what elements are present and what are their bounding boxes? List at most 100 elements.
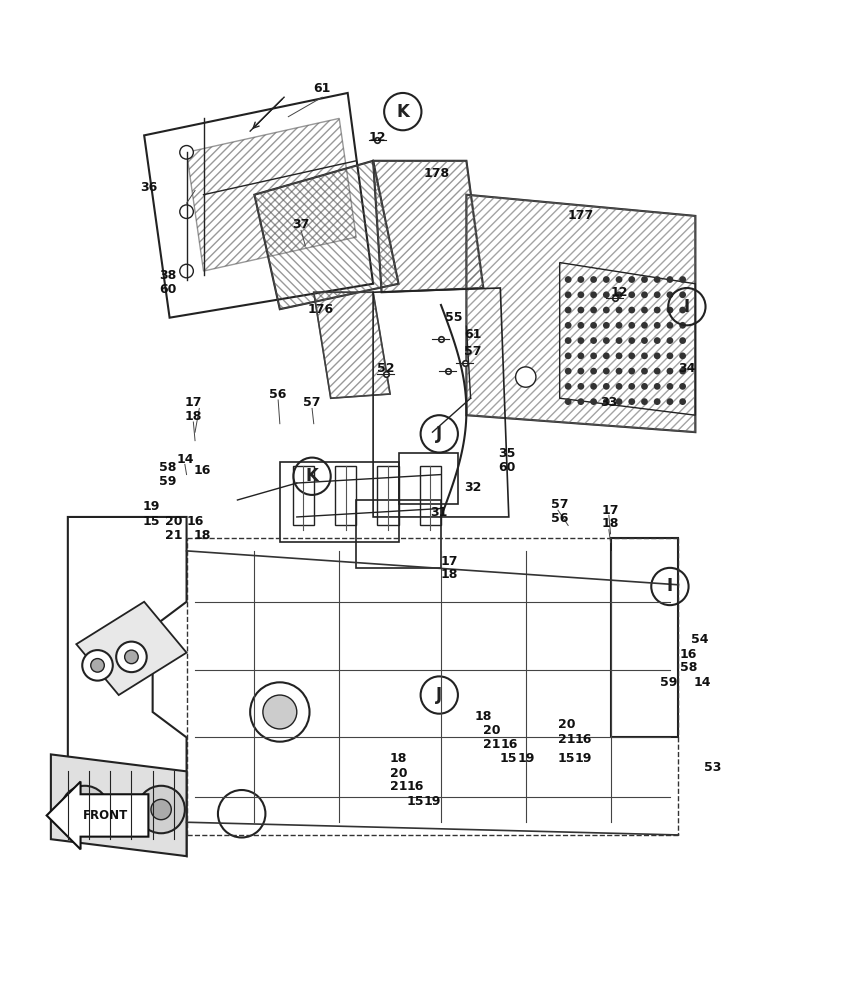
- Circle shape: [590, 322, 597, 329]
- Circle shape: [616, 291, 622, 298]
- Text: 12: 12: [369, 131, 386, 144]
- Circle shape: [603, 322, 610, 329]
- Text: 20: 20: [558, 718, 575, 731]
- Text: 15: 15: [407, 795, 424, 808]
- Circle shape: [516, 367, 536, 387]
- Circle shape: [577, 322, 584, 329]
- Circle shape: [616, 352, 622, 359]
- Circle shape: [641, 307, 648, 313]
- Circle shape: [603, 337, 610, 344]
- Circle shape: [603, 383, 610, 390]
- Circle shape: [590, 307, 597, 313]
- Text: 21: 21: [483, 738, 500, 751]
- Text: 32: 32: [465, 481, 482, 494]
- Circle shape: [577, 276, 584, 283]
- Circle shape: [667, 383, 673, 390]
- Text: J: J: [436, 686, 443, 704]
- Circle shape: [590, 368, 597, 374]
- Text: 15: 15: [500, 752, 517, 765]
- Circle shape: [603, 307, 610, 313]
- Circle shape: [218, 790, 265, 838]
- Circle shape: [91, 659, 104, 672]
- Circle shape: [565, 368, 572, 374]
- Text: 54: 54: [691, 633, 708, 646]
- Text: 21: 21: [558, 733, 575, 746]
- Circle shape: [628, 398, 635, 405]
- Circle shape: [116, 642, 147, 672]
- Text: 58: 58: [680, 661, 697, 674]
- Text: 14: 14: [176, 453, 193, 466]
- Bar: [377, 466, 399, 525]
- Text: 16: 16: [500, 738, 517, 751]
- Text: I: I: [683, 298, 690, 316]
- Text: 21: 21: [165, 529, 182, 542]
- Text: 36: 36: [140, 181, 157, 194]
- Text: 52: 52: [377, 362, 394, 375]
- Text: K: K: [396, 103, 410, 121]
- Circle shape: [603, 368, 610, 374]
- Circle shape: [125, 650, 138, 664]
- Circle shape: [679, 337, 686, 344]
- Text: 56: 56: [551, 512, 568, 525]
- Bar: [293, 466, 314, 525]
- Text: 17: 17: [185, 396, 202, 409]
- Text: 19: 19: [575, 752, 592, 765]
- Circle shape: [654, 368, 661, 374]
- Circle shape: [616, 368, 622, 374]
- Text: 37: 37: [293, 218, 310, 231]
- Text: 53: 53: [704, 761, 721, 774]
- Circle shape: [565, 352, 572, 359]
- Circle shape: [82, 650, 113, 681]
- Circle shape: [667, 337, 673, 344]
- Circle shape: [616, 398, 622, 405]
- Circle shape: [654, 291, 661, 298]
- Circle shape: [654, 383, 661, 390]
- Circle shape: [590, 352, 597, 359]
- Text: 33: 33: [600, 396, 617, 409]
- Circle shape: [679, 352, 686, 359]
- Circle shape: [180, 205, 193, 218]
- Circle shape: [180, 146, 193, 159]
- Circle shape: [603, 276, 610, 283]
- Text: 35: 35: [499, 447, 516, 460]
- Text: 18: 18: [193, 529, 210, 542]
- Text: 15: 15: [558, 752, 575, 765]
- Text: 18: 18: [390, 752, 407, 765]
- Circle shape: [679, 307, 686, 313]
- Circle shape: [565, 276, 572, 283]
- Text: 57: 57: [304, 396, 321, 409]
- Circle shape: [667, 398, 673, 405]
- Circle shape: [577, 352, 584, 359]
- Polygon shape: [47, 782, 148, 849]
- Text: FRONT: FRONT: [83, 809, 129, 822]
- Circle shape: [151, 799, 171, 820]
- Circle shape: [641, 322, 648, 329]
- Text: 34: 34: [678, 362, 695, 375]
- Circle shape: [679, 322, 686, 329]
- Circle shape: [641, 291, 648, 298]
- Text: 61: 61: [314, 82, 331, 95]
- Circle shape: [590, 291, 597, 298]
- Text: J: J: [436, 425, 443, 443]
- Circle shape: [603, 352, 610, 359]
- Polygon shape: [76, 602, 187, 695]
- Circle shape: [628, 337, 635, 344]
- Text: 18: 18: [475, 710, 492, 723]
- Circle shape: [654, 307, 661, 313]
- Bar: [420, 466, 441, 525]
- Circle shape: [654, 352, 661, 359]
- Circle shape: [616, 276, 622, 283]
- Text: 16: 16: [575, 733, 592, 746]
- Circle shape: [603, 398, 610, 405]
- Circle shape: [667, 276, 673, 283]
- Circle shape: [263, 695, 297, 729]
- Text: I: I: [667, 577, 673, 595]
- Circle shape: [641, 398, 648, 405]
- Circle shape: [616, 383, 622, 390]
- Circle shape: [137, 786, 185, 833]
- Circle shape: [577, 398, 584, 405]
- Circle shape: [590, 337, 597, 344]
- Circle shape: [565, 337, 572, 344]
- Circle shape: [577, 383, 584, 390]
- Text: 12: 12: [611, 286, 628, 299]
